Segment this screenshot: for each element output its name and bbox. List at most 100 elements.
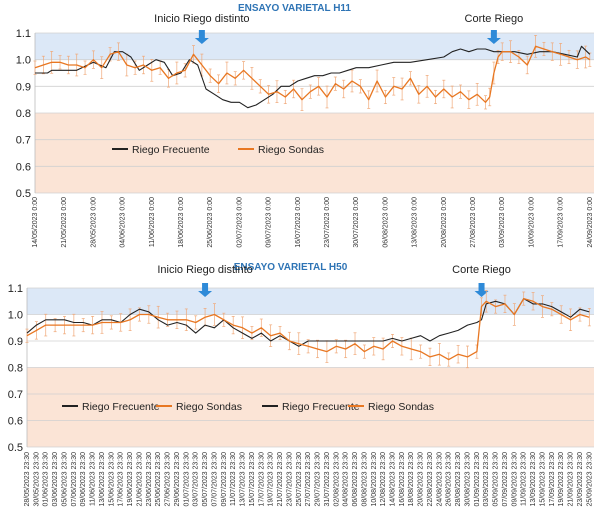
x-tick-label: 25/06/2023 0:00 [207,197,214,248]
x-tick-label: 16/07/2023 0:00 [295,197,302,248]
y-tick-label: 0.9 [8,336,23,348]
x-tick-label: 05/09/2023 23:30 [493,452,500,507]
legend-label: Riego Sondas [176,401,242,413]
y-tick-label: 0.8 [8,363,23,375]
plot-band [35,113,594,193]
y-tick-label: 0.6 [8,416,23,428]
x-tick-label: 24/09/2023 0:00 [587,197,594,248]
x-tick-label: 19/06/2023 23:30 [127,452,134,507]
x-tick-label: 02/08/2023 23:30 [333,452,340,507]
x-tick-label: 16/08/2023 23:30 [399,452,406,507]
annotation-label: Inicio Riego distinto [157,264,252,276]
series-line-riego-sondas [34,45,591,103]
x-tick-label: 29/06/2023 23:30 [174,452,181,507]
x-tick-label: 28/05/2023 0:00 [90,197,97,248]
y-tick-label: 1.1 [8,283,23,295]
x-tick-label: 18/08/2023 23:30 [408,452,415,507]
x-tick-label: 09/06/2023 23:30 [80,452,87,507]
x-tick-label: 24/08/2023 23:30 [436,452,443,507]
x-tick-label: 01/06/2023 23:30 [43,452,50,507]
x-tick-label: 09/09/2023 23:30 [511,452,518,507]
x-tick-label: 15/07/2023 23:30 [249,452,256,507]
x-tick-label: 15/06/2023 23:30 [108,452,115,507]
arrow-icon [474,283,489,297]
x-tick-label: 01/07/2023 23:30 [183,452,190,507]
plot-band [35,33,594,60]
x-tick-label: 27/07/2023 23:30 [305,452,312,507]
chart-title: ENSAYO VARIETAL H11 [238,3,351,14]
x-tick-label: 13/09/2023 23:30 [530,452,537,507]
legend-label: Riego Sondas [368,401,434,413]
x-tick-label: 27/08/2023 0:00 [470,197,477,248]
x-tick-label: 06/08/2023 0:00 [382,197,389,248]
plot-band [27,288,594,315]
y-tick-label: 0.5 [16,188,31,200]
legend-label: Riego Frecuente [82,401,160,413]
x-tick-label: 29/07/2023 23:30 [315,452,322,507]
x-tick-label: 07/09/2023 23:30 [502,452,509,507]
x-tick-label: 05/07/2023 23:30 [202,452,209,507]
x-tick-label: 21/06/2023 23:30 [136,452,143,507]
x-tick-label: 17/09/2023 23:30 [549,452,556,507]
x-tick-label: 03/09/2023 23:30 [483,452,490,507]
y-tick-label: 1.0 [8,310,23,322]
x-tick-label: 10/08/2023 23:30 [371,452,378,507]
x-tick-label: 13/08/2023 0:00 [412,197,419,248]
x-tick-label: 11/06/2023 0:00 [149,197,156,247]
legend-label: Riego Sondas [258,144,324,156]
x-tick-label: 30/07/2023 0:00 [353,197,360,248]
x-tick-label: 18/06/2023 0:00 [178,197,185,248]
x-tick-label: 12/08/2023 23:30 [380,452,387,507]
x-tick-label: 23/07/2023 23:30 [286,452,293,507]
arrow-icon [486,30,501,44]
plot-band [27,367,594,447]
x-tick-label: 11/06/2023 23:30 [90,452,97,506]
x-tick-label: 21/09/2023 23:30 [568,452,575,507]
x-tick-label: 07/07/2023 23:30 [211,452,218,507]
x-tick-label: 13/06/2023 23:30 [99,452,106,507]
chart-2: 0.50.60.70.80.91.01.128/05/2023 23:30 30/… [8,262,594,507]
x-tick-label: 27/06/2023 23:30 [165,452,172,507]
x-tick-label: 23/06/2023 23:30 [146,452,153,507]
annotation-label: Inicio Riego distinto [154,13,249,25]
x-tick-label: 09/07/2023 23:30 [221,452,228,507]
x-tick-label: 25/07/2023 23:30 [296,452,303,507]
series-line-riego-sondas [26,297,590,361]
x-tick-label: 25/09/2023 23:30 [586,452,593,507]
x-tick-label: 23/07/2023 0:00 [324,197,331,248]
x-tick-label: 14/05/2023 0:00 [32,197,39,248]
annotation-label: Corte Riego [465,13,524,25]
x-tick-label: 28/05/2023 23:30 [24,452,31,507]
arrow-icon [198,283,213,297]
x-tick-label: 08/08/2023 23:30 [361,452,368,507]
x-tick-label: 30/08/2023 23:30 [464,452,471,507]
x-tick-label: 07/06/2023 23:30 [71,452,78,507]
y-tick-label: 0.9 [16,81,31,93]
x-tick-label: 28/08/2023 23:30 [455,452,462,507]
x-tick-label: 20/08/2023 0:00 [441,197,448,248]
x-tick-label: 01/09/2023 23:30 [474,452,481,507]
x-tick-label: 19/07/2023 23:30 [268,452,275,507]
x-tick-label: 13/07/2023 23:30 [240,452,247,507]
series-line-riego-frecuente [26,298,590,347]
chart-1: 0.5 0.6 0.7 0.8 0.9 1.0 1.1 14/05/2023 0:00 21/0… [16,3,594,248]
chart-title: ENSAYO VARIETAL H50 [234,262,348,273]
annotation-label: Corte Riego [452,264,511,276]
arrow-icon [194,30,209,44]
x-tick-label: 03/09/2023 0:00 [499,197,506,248]
x-tick-label: 21/05/2023 0:00 [61,197,68,248]
x-tick-label: 25/06/2023 23:30 [155,452,162,507]
x-tick-label: 23/09/2023 23:30 [577,452,584,507]
x-tick-label: 09/07/2023 0:00 [266,197,273,248]
x-tick-label: 10/09/2023 0:00 [528,197,535,248]
y-tick-label: 0.7 [16,135,31,147]
x-tick-label: 04/06/2023 0:00 [120,197,127,248]
x-tick-label: 02/07/2023 0:00 [236,197,243,248]
y-tick-label: 0.7 [8,389,23,401]
x-tick-label: 06/08/2023 23:30 [352,452,359,507]
x-tick-label: 20/08/2023 23:30 [418,452,425,507]
x-tick-label: 14/08/2023 23:30 [390,452,397,507]
x-tick-label: 19/09/2023 23:30 [558,452,565,507]
x-tick-label: 03/06/2023 23:30 [52,452,59,507]
